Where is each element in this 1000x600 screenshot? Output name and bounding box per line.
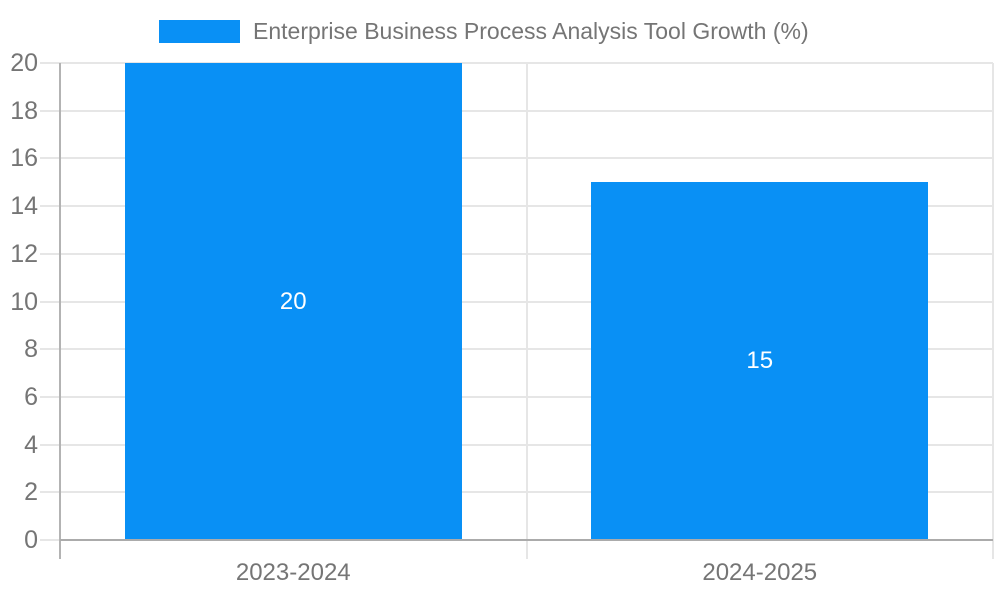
y-axis-tick-label: 2 — [24, 478, 38, 507]
y-axis-tick-label: 10 — [10, 287, 38, 316]
y-axis-tick — [40, 109, 60, 112]
y-axis-tick-label: 0 — [24, 526, 38, 554]
y-axis-tick — [40, 443, 60, 446]
gridline — [525, 63, 528, 559]
bar-value-label: 20 — [279, 287, 307, 315]
y-axis-tick — [40, 491, 60, 494]
y-axis-tick — [40, 252, 60, 255]
legend-swatch — [159, 20, 240, 43]
y-axis-tick — [40, 539, 60, 541]
y-axis-tick-label: 8 — [24, 335, 38, 364]
x-axis-category-label: 2024-2025 — [702, 559, 818, 586]
y-axis-tick — [40, 62, 60, 64]
y-axis-tick — [40, 300, 60, 303]
y-axis-tick-label: 4 — [24, 430, 38, 459]
y-axis-tick-label: 12 — [10, 239, 38, 268]
legend[interactable]: Enterprise Business Process Analysis Too… — [159, 20, 809, 43]
y-axis-tick-label: 14 — [10, 192, 38, 221]
y-axis-line — [59, 63, 61, 559]
x-axis-category-label: 2023-2024 — [235, 559, 351, 586]
y-axis-tick — [40, 395, 60, 398]
y-axis-tick-label: 16 — [10, 144, 38, 173]
bar-2023-2024[interactable] — [124, 63, 462, 540]
y-axis-tick — [40, 205, 60, 208]
bar-value-label: 15 — [746, 347, 774, 375]
bar-2024-2025[interactable] — [591, 182, 929, 540]
y-axis-tick-label: 6 — [24, 382, 38, 411]
x-axis-line — [60, 539, 993, 541]
legend-label: Enterprise Business Process Analysis Too… — [253, 18, 809, 44]
y-axis-tick — [40, 348, 60, 351]
y-axis-tick-label: 18 — [10, 96, 38, 125]
gridline — [992, 63, 994, 559]
y-axis-tick — [40, 157, 60, 160]
y-axis-tick-label: 20 — [10, 49, 38, 77]
